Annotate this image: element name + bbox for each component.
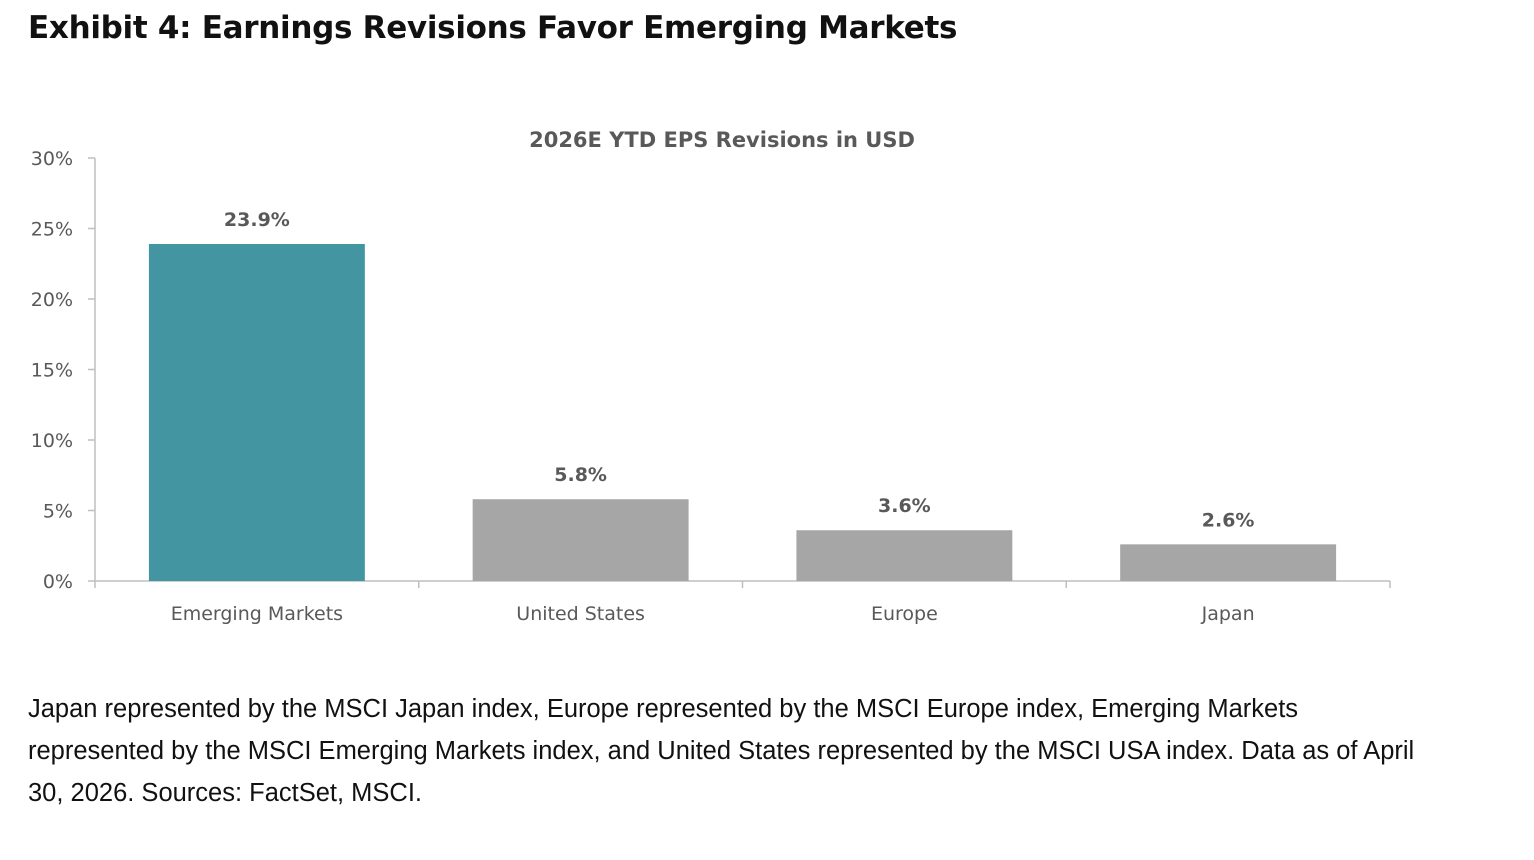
bar-value-label: 5.8%	[554, 464, 607, 486]
bar-value-label: 23.9%	[224, 209, 290, 231]
bar-value-label: 2.6%	[1202, 509, 1255, 531]
chart-caption: Japan represented by the MSCI Japan inde…	[28, 695, 1415, 807]
data-labels: 23.9% 5.8% 3.6% 2.6%	[224, 209, 1255, 531]
x-category-label: Europe	[871, 603, 938, 625]
y-tick-label: 20%	[31, 289, 73, 311]
exhibit-title: Exhibit 4: Earnings Revisions Favor Emer…	[28, 10, 958, 46]
bars	[148, 244, 1337, 581]
y-tick-label: 0%	[43, 571, 73, 593]
y-tick-label: 5%	[43, 501, 73, 523]
y-axis: 0% 5% 10% 15% 20% 25% 30%	[31, 148, 96, 593]
bar-japan	[1120, 544, 1337, 581]
bar-europe	[796, 530, 1013, 581]
x-category-label: United States	[516, 603, 645, 625]
x-category-label: Japan	[1201, 603, 1255, 625]
y-tick-label: 30%	[31, 148, 73, 170]
y-tick-label: 25%	[31, 219, 73, 241]
x-category-label: Emerging Markets	[171, 603, 343, 625]
chart-title: 2026E YTD EPS Revisions in USD	[529, 128, 915, 152]
bar-united-states	[472, 499, 689, 581]
y-tick-label: 10%	[31, 430, 73, 452]
x-axis: Emerging Markets United States Europe Japan	[94, 580, 1391, 625]
y-tick-label: 15%	[31, 360, 73, 382]
bar-chart: 2026E YTD EPS Revisions in USD 0% 5% 10% 15…	[31, 128, 1391, 625]
bar-emerging-markets	[148, 244, 365, 581]
chart-container: 2026E YTD EPS Revisions in USD 0% 5% 10% 15…	[0, 110, 1534, 640]
bar-value-label: 3.6%	[878, 495, 931, 517]
